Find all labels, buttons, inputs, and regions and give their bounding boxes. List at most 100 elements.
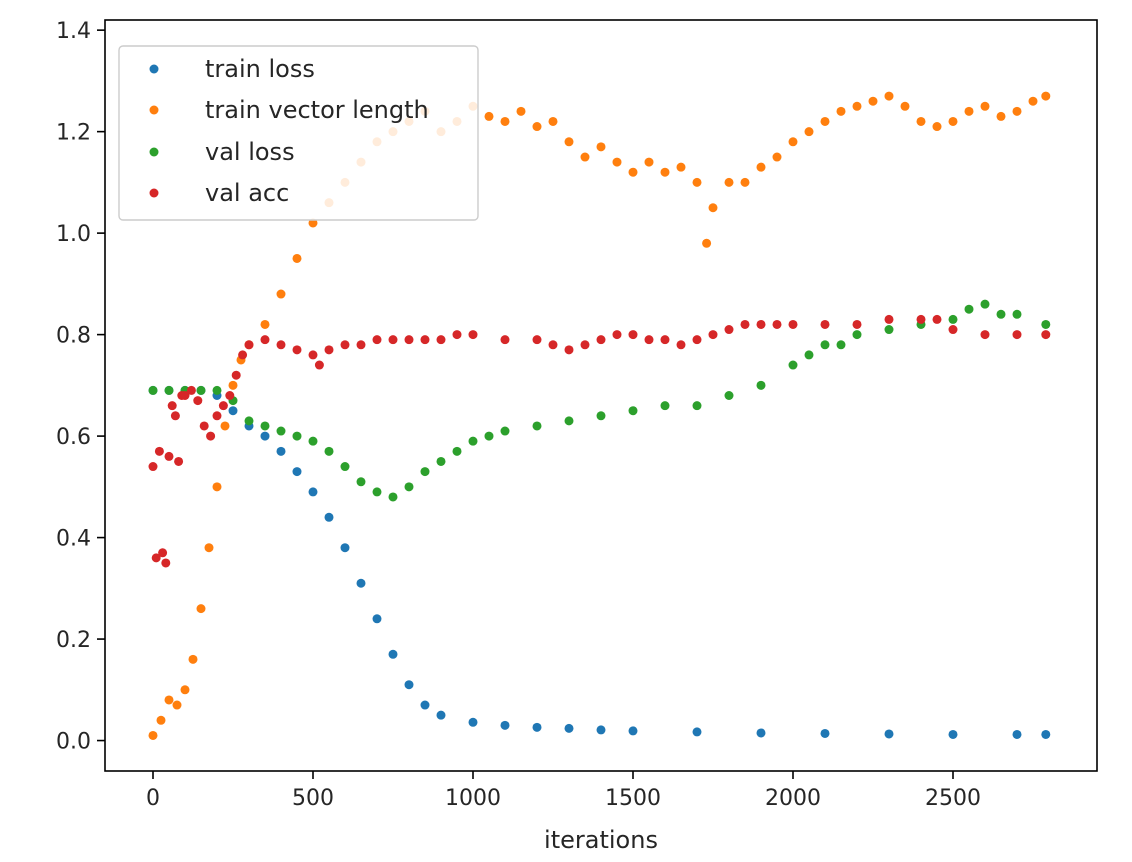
x-axis: 0 500 1000 1500 2000 2500 [146,771,981,811]
data-point-val-loss [212,385,222,395]
data-point-val-acc [260,335,270,345]
data-point-val-acc [340,340,350,350]
data-point-train-loss [564,723,574,733]
data-point-train-vector-length [788,137,798,147]
data-point-val-loss [564,416,574,426]
data-point-train-vector-length [172,700,182,710]
data-point-train-loss [884,729,894,739]
data-point-train-vector-length [220,421,230,431]
data-point-val-acc [916,314,926,324]
data-point-val-acc [193,396,203,406]
data-point-val-acc [404,335,414,345]
data-point-train-loss [420,700,430,710]
data-point-val-acc [174,456,184,466]
legend-marker-train-loss [149,64,159,74]
data-point-val-acc [199,421,209,431]
data-point-val-acc [292,345,302,355]
data-point-val-loss [436,456,446,466]
data-point-train-loss [1041,729,1051,739]
data-point-train-vector-length [260,319,270,329]
data-point-train-loss [756,728,766,738]
data-point-val-acc [276,340,286,350]
data-point-train-vector-length [612,157,622,167]
y-tick-label: 0.0 [56,730,91,755]
data-point-train-vector-length [180,685,190,695]
data-point-val-acc [612,330,622,340]
data-point-val-loss [948,314,958,324]
data-point-train-loss [292,467,302,477]
data-point-train-vector-length [980,101,990,111]
data-point-train-vector-length [900,101,910,111]
data-point-val-acc [212,411,222,421]
data-point-val-acc [692,335,702,345]
data-point-train-loss [1012,729,1022,739]
legend-label-val-loss: val loss [205,138,295,166]
data-point-train-loss [628,726,638,736]
data-point-val-loss [692,401,702,411]
data-point-train-vector-length [772,152,782,162]
legend-label-train-vector-length: train vector length [205,96,429,124]
data-point-val-acc [740,319,750,329]
data-point-val-acc [388,335,398,345]
legend-label-train-loss: train loss [205,55,315,83]
data-point-train-loss [228,406,238,416]
data-point-val-loss [260,421,270,431]
data-point-val-loss [532,421,542,431]
data-point-train-loss [388,649,398,659]
data-point-val-acc [180,391,190,400]
data-point-train-loss [532,722,542,732]
data-point-val-loss [276,426,286,436]
y-tick-label: 1.2 [56,121,91,146]
data-point-val-loss [164,385,174,395]
data-point-val-loss [484,431,494,441]
data-point-val-acc [452,330,462,340]
data-point-val-acc [884,314,894,324]
y-axis: 0.0 0.2 0.4 0.6 0.8 1.0 1.2 1.4 [56,19,105,755]
data-point-train-vector-length [724,177,734,187]
legend-label-val-acc: val acc [205,179,289,207]
data-point-val-loss [404,482,414,492]
data-point-val-loss [324,446,334,456]
data-point-train-vector-length [932,122,942,132]
data-point-val-acc [948,325,958,335]
series-val-loss [148,299,1051,502]
data-point-train-vector-length [596,142,606,152]
legend-marker-val-acc [149,188,159,198]
data-point-train-vector-length [196,604,206,614]
data-point-val-acc [564,345,574,355]
data-point-train-vector-length [164,695,174,705]
data-point-val-acc [596,335,606,345]
series-train-vector-length [148,91,1051,740]
data-point-val-loss [596,411,606,421]
data-point-val-loss [724,391,734,400]
data-point-val-acc [154,446,164,456]
data-point-val-acc [772,319,782,329]
data-point-val-acc [500,335,510,345]
data-point-val-loss [452,446,462,456]
data-point-val-acc [167,401,177,411]
data-point-train-loss [820,728,830,738]
data-point-train-vector-length [548,116,558,126]
data-point-val-loss [388,492,398,502]
data-point-val-acc [580,340,590,350]
data-point-train-vector-length [500,116,510,126]
data-point-val-acc [244,340,254,350]
data-point-val-acc [372,335,382,345]
data-point-val-loss [804,350,814,360]
data-point-val-loss [788,360,798,370]
data-point-train-loss [340,543,350,553]
data-point-train-vector-length [756,162,766,172]
data-point-train-vector-length [740,177,750,187]
data-point-val-acc [708,330,718,340]
data-point-train-vector-length [276,289,286,299]
data-point-val-loss [308,436,318,446]
y-tick-label: 0.4 [56,527,91,552]
data-point-train-vector-length [964,106,974,116]
data-point-train-loss [948,729,958,739]
data-point-train-loss [596,725,606,735]
data-point-train-loss [308,487,318,497]
data-point-val-acc [170,411,180,421]
data-point-train-vector-length [996,111,1006,121]
data-point-val-acc [225,391,235,400]
